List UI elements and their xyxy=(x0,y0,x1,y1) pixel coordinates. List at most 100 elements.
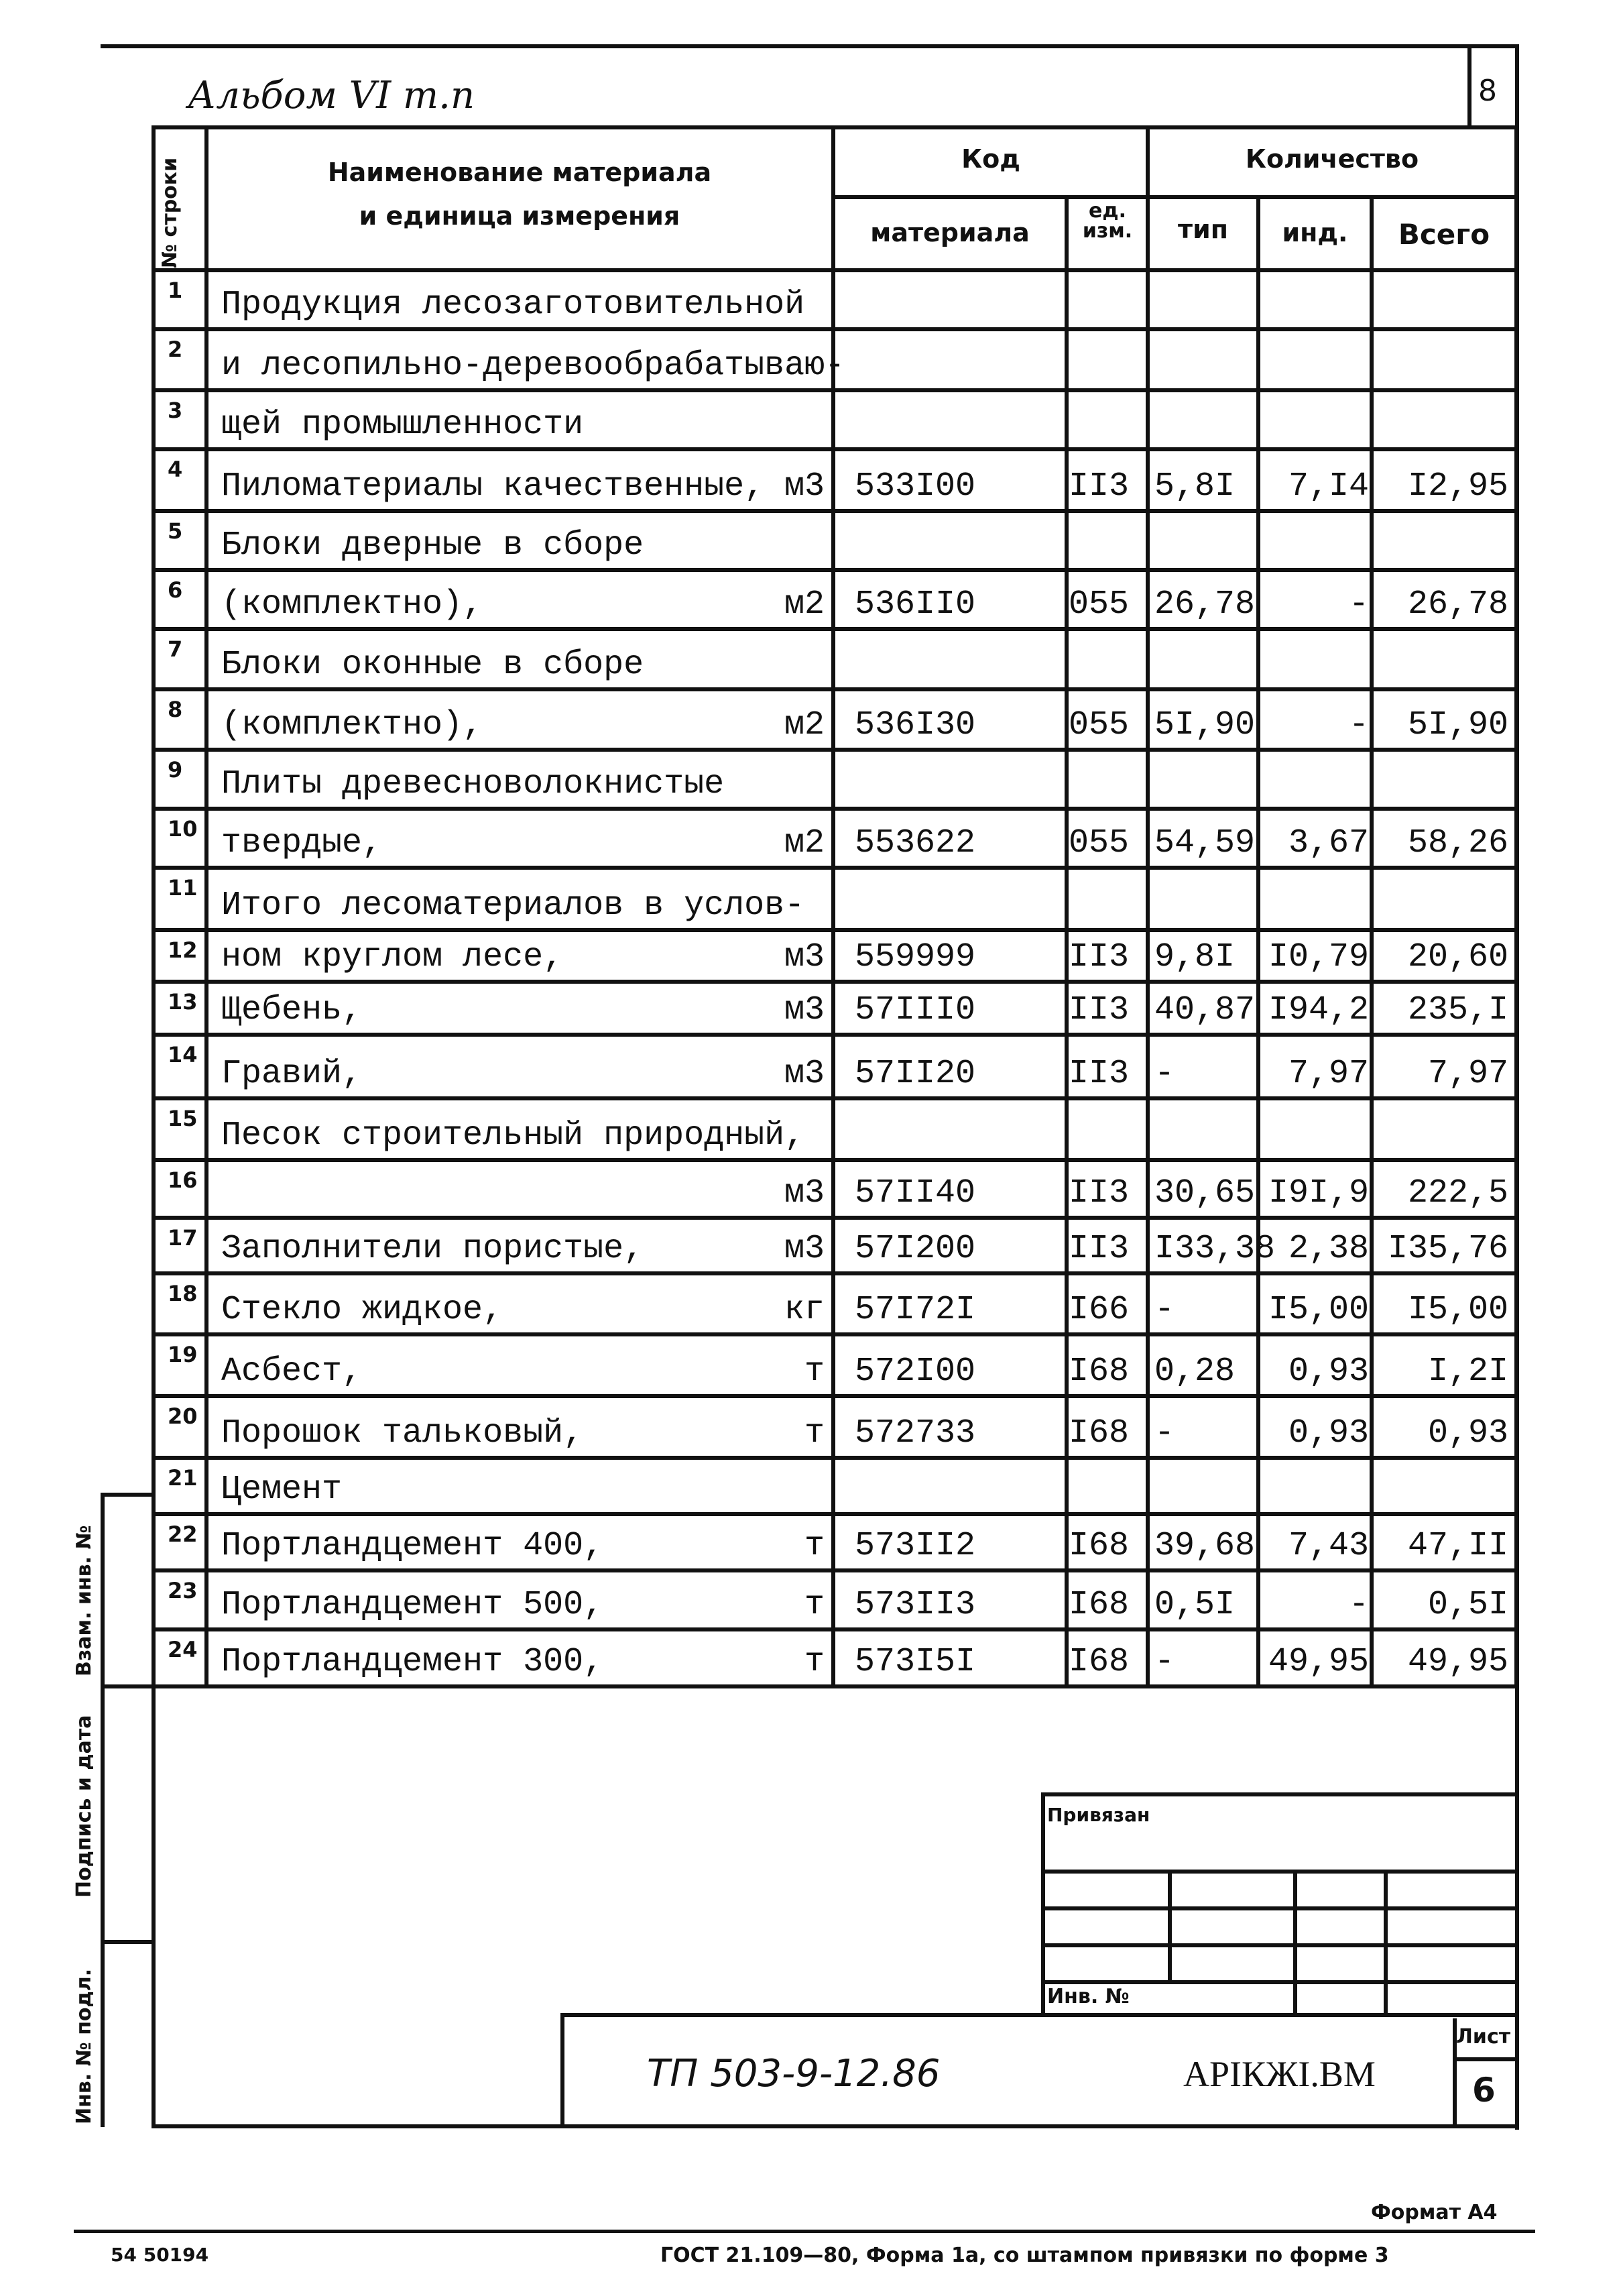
row-number: 6 xyxy=(168,577,183,603)
unit-code: 055 xyxy=(1069,824,1130,862)
qty-total: 47,II xyxy=(1407,1527,1508,1565)
row-line xyxy=(154,807,1518,811)
qty-ind: 0,93 xyxy=(1288,1353,1369,1391)
material-name: Заполнители пористые, xyxy=(221,1230,644,1268)
qty-total: I,2I xyxy=(1427,1353,1508,1391)
row-line xyxy=(154,327,1518,331)
row-number: 7 xyxy=(168,636,183,662)
material-code: 573I5I xyxy=(855,1643,976,1681)
qty-ind: 0,93 xyxy=(1288,1414,1369,1452)
material-name: ном круглом лесе, xyxy=(221,938,564,976)
qty-ind: I94,2 xyxy=(1268,991,1369,1029)
qty-type: 0,5I xyxy=(1154,1586,1236,1624)
column-line xyxy=(1256,195,1260,1688)
material-unit: т xyxy=(804,1353,825,1391)
header-name: Наименование материала xyxy=(327,158,712,187)
qty-total: 0,5I xyxy=(1427,1586,1508,1624)
qty-type: 40,87 xyxy=(1154,991,1256,1029)
material-code: 533I00 xyxy=(855,467,976,506)
material-unit: м3 xyxy=(784,938,825,976)
unit-code: I68 xyxy=(1069,1586,1130,1624)
header-qty-ind: инд. xyxy=(1282,218,1348,247)
row-line xyxy=(154,928,1518,932)
material-name: (комплектно), xyxy=(221,585,483,624)
stamp-upper-top xyxy=(1041,1792,1517,1796)
qty-type: - xyxy=(1154,1414,1175,1452)
stamp-grid-line xyxy=(1041,1980,1517,1984)
row-number: 24 xyxy=(168,1637,198,1662)
material-name: Продукция лесозаготовительной xyxy=(221,286,805,324)
qty-type: I33,38 xyxy=(1154,1230,1276,1268)
row-number: 4 xyxy=(168,457,183,482)
row-number: 1 xyxy=(168,278,183,303)
frame-top-line xyxy=(101,44,1516,48)
sheet-label: Лист xyxy=(1456,2025,1511,2049)
row-number: 19 xyxy=(168,1342,198,1367)
unit-code: II3 xyxy=(1069,1055,1130,1093)
stamp-grid-col xyxy=(1293,1870,1297,2017)
stamp-grid-col xyxy=(1168,1870,1172,1980)
material-name: Итого лесоматериалов в услов- xyxy=(221,886,805,925)
row-number: 3 xyxy=(168,398,183,423)
material-name: Гравий, xyxy=(221,1055,363,1093)
stamp-attached-label: Привязан xyxy=(1047,1804,1150,1826)
row-line xyxy=(154,1568,1518,1572)
column-line xyxy=(1146,125,1150,1688)
row-number: 17 xyxy=(168,1225,198,1251)
row-number: 9 xyxy=(168,757,183,783)
qty-total: 0,93 xyxy=(1427,1414,1508,1452)
row-number: 8 xyxy=(168,697,183,722)
material-code: 572I00 xyxy=(855,1353,976,1391)
material-unit: м2 xyxy=(784,824,825,862)
material-name: (комплектно), xyxy=(221,706,483,744)
frame-left-line xyxy=(152,125,156,2127)
row-line xyxy=(154,748,1518,752)
qty-ind: I9I,9 xyxy=(1268,1174,1369,1212)
row-line xyxy=(154,627,1518,631)
side-strip-div1 xyxy=(101,1684,154,1688)
header-code: Код xyxy=(961,144,1020,174)
row-number: 16 xyxy=(168,1167,198,1193)
side-strip-div2 xyxy=(101,1940,154,1944)
row-number: 21 xyxy=(168,1465,198,1491)
stamp-grid-line xyxy=(1041,1870,1517,1874)
material-name: Портландцемент 500, xyxy=(221,1586,604,1624)
material-unit: м3 xyxy=(784,1055,825,1093)
sheet-value: 6 xyxy=(1472,2071,1496,2110)
unit-code: 055 xyxy=(1069,585,1130,624)
row-number: 22 xyxy=(168,1522,198,1547)
material-name: щей промышленности xyxy=(221,406,584,444)
material-unit: м3 xyxy=(784,991,825,1029)
unit-code: II3 xyxy=(1069,938,1130,976)
header-mid-line xyxy=(833,195,1517,199)
row-line xyxy=(154,687,1518,691)
sheet-cell-left xyxy=(1453,2018,1457,2126)
qty-total: 58,26 xyxy=(1407,824,1508,862)
qty-total: 222,5 xyxy=(1407,1174,1508,1212)
album-note: Альбом VI т.п xyxy=(188,74,475,117)
qty-type: 9,8I xyxy=(1154,938,1236,976)
qty-type: 5,8I xyxy=(1154,467,1236,506)
material-code: 536II0 xyxy=(855,585,976,624)
material-code: 573II2 xyxy=(855,1527,976,1565)
material-code: 57I200 xyxy=(855,1230,976,1268)
qty-type: - xyxy=(1154,1291,1175,1329)
qty-ind: I0,79 xyxy=(1268,938,1369,976)
row-line xyxy=(154,1096,1518,1100)
qty-total: 235,I xyxy=(1407,991,1508,1029)
stamp-upper-left xyxy=(1041,1792,1045,2015)
row-number: 20 xyxy=(168,1403,198,1429)
row-number: 5 xyxy=(168,518,183,544)
qty-type: - xyxy=(1154,1055,1175,1093)
stamp-code: АРIКЖI.ВМ xyxy=(1183,2054,1376,2094)
material-name: Блоки оконные в сборе xyxy=(221,646,644,684)
unit-code: I68 xyxy=(1069,1353,1130,1391)
material-name: Блоки дверные в сборе xyxy=(221,526,644,565)
row-line xyxy=(154,1216,1518,1220)
material-code: 57I72I xyxy=(855,1291,976,1329)
row-line xyxy=(154,268,1518,272)
material-name: Порошок тальковый, xyxy=(221,1414,584,1452)
material-unit: т xyxy=(804,1643,825,1681)
material-code: 572733 xyxy=(855,1414,976,1452)
material-name: Плиты древесноволокнистые xyxy=(221,765,725,803)
